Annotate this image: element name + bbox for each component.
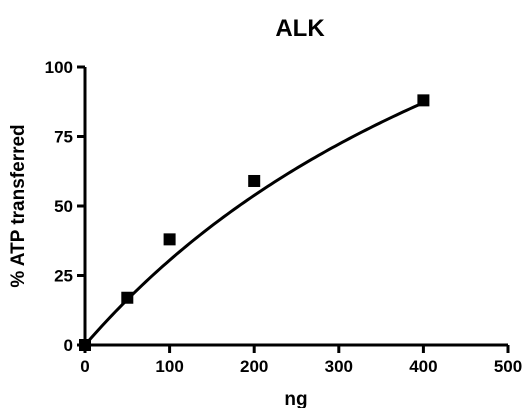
x-tick-label: 200	[240, 357, 268, 376]
y-ticks: 0 25 50 75 100	[45, 58, 85, 355]
data-point	[79, 339, 91, 351]
y-tick-label: 50	[54, 197, 73, 216]
data-point	[163, 233, 176, 246]
data-point	[121, 291, 134, 304]
data-point	[248, 174, 261, 187]
x-tick-label: 500	[494, 357, 522, 376]
x-tick-label: 400	[409, 357, 437, 376]
y-axis-label: % ATP transferred	[8, 124, 29, 287]
x-tick-label: 100	[155, 357, 183, 376]
y-tick-label: 25	[54, 267, 73, 286]
fit-curve	[83, 101, 425, 346]
x-ticks: 0 100 200 300 400 500	[80, 345, 522, 376]
chart-title: ALK	[275, 15, 325, 42]
x-tick-label: 300	[325, 357, 353, 376]
y-tick-label: 75	[54, 128, 73, 147]
x-axis-label: ng	[284, 389, 307, 408]
y-tick-label: 100	[45, 58, 73, 77]
x-tick-label: 0	[80, 357, 89, 376]
y-tick-label: 0	[64, 336, 73, 355]
data-markers	[79, 94, 430, 351]
axes	[83, 67, 508, 347]
data-point	[417, 94, 430, 107]
